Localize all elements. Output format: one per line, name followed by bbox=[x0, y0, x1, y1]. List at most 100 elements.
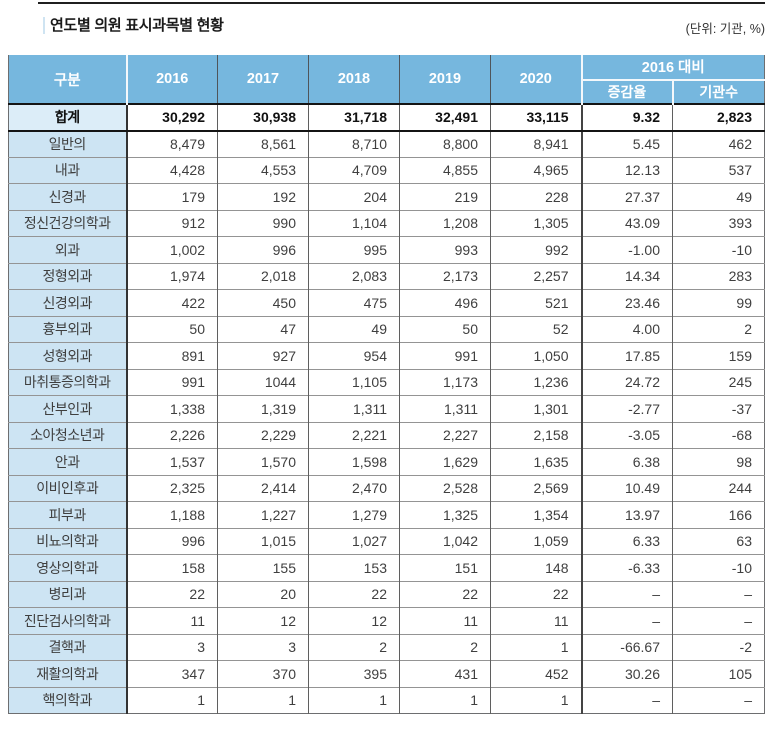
cell-value: 5.45 bbox=[580, 130, 673, 157]
cell-value: 1,354 bbox=[490, 501, 582, 528]
cell-value: 1 bbox=[217, 686, 309, 714]
cell-value: 27.37 bbox=[580, 183, 673, 210]
cell-value: 4,553 bbox=[217, 156, 309, 184]
specialty-by-year-table: 구분 2016 2017 2018 2019 2020 2016 대비 증감율 … bbox=[8, 55, 765, 714]
cell-value: 1,570 bbox=[217, 448, 309, 475]
row-label: 성형외과 bbox=[8, 342, 127, 369]
table-row: 내과 4,428 4,553 4,709 4,855 4,965 12.13 537 bbox=[8, 156, 765, 184]
cell-value: 63 bbox=[672, 527, 765, 555]
cell-value: 50 bbox=[125, 315, 218, 343]
cell-value: 1,319 bbox=[217, 395, 309, 422]
cell-value: 537 bbox=[672, 156, 765, 184]
top-rule-divider bbox=[38, 2, 765, 4]
cell-value: 347 bbox=[125, 660, 218, 687]
cell-value: 1,042 bbox=[399, 527, 491, 555]
row-label: 흉부외과 bbox=[8, 315, 127, 343]
cell-value: 1,305 bbox=[490, 209, 582, 237]
cell-value: 6.33 bbox=[580, 527, 673, 555]
cell-value: 2,173 bbox=[399, 262, 491, 290]
cell-value: 30,292 bbox=[125, 103, 218, 132]
cell-value: 155 bbox=[217, 554, 309, 581]
row-label: 정신건강의학과 bbox=[8, 209, 127, 237]
table-row: 일반의 8,479 8,561 8,710 8,800 8,941 5.45 462 bbox=[8, 130, 765, 157]
cell-value: 496 bbox=[399, 289, 491, 316]
cell-value: 192 bbox=[217, 183, 309, 210]
cell-value: 4.00 bbox=[580, 315, 673, 343]
cell-value: 158 bbox=[125, 554, 218, 581]
cell-value: – bbox=[580, 686, 673, 714]
cell-value: 2,470 bbox=[308, 474, 400, 502]
cell-value: – bbox=[580, 580, 673, 608]
column-header-2016: 2016 bbox=[125, 55, 218, 104]
cell-value: – bbox=[672, 607, 765, 634]
cell-value: 11 bbox=[399, 607, 491, 634]
cell-value: 912 bbox=[125, 209, 218, 237]
cell-value: 1,227 bbox=[217, 501, 309, 528]
cell-value: 462 bbox=[672, 130, 765, 157]
cell-value: 8,479 bbox=[125, 130, 218, 157]
table-row: 핵의학과 1 1 1 1 1– – bbox=[8, 686, 765, 714]
row-label: 영상의학과 bbox=[8, 554, 127, 581]
column-header-2017: 2017 bbox=[217, 55, 309, 104]
cell-value: -2 bbox=[672, 633, 765, 661]
cell-value: 50 bbox=[399, 315, 491, 343]
table-body: 합계 30,292 30,938 31,718 32,491 33,115 9.32 2,82… bbox=[8, 103, 765, 714]
cell-value: 10.49 bbox=[580, 474, 673, 502]
cell-value: 996 bbox=[217, 236, 309, 263]
row-label: 재활의학과 bbox=[8, 660, 127, 687]
table-row: 결핵과 3 3 2 2 1 -66.67 -2 bbox=[8, 633, 765, 661]
cell-value: 1,027 bbox=[308, 527, 400, 555]
cell-value: 12 bbox=[308, 607, 400, 634]
cell-value: 422 bbox=[125, 289, 218, 316]
cell-value: 927 bbox=[217, 342, 309, 369]
cell-value: 32,491 bbox=[399, 103, 491, 132]
table-row: 진단검사의학과 11 12 12 11 11– – bbox=[8, 607, 765, 634]
cell-value: 52 bbox=[490, 315, 582, 343]
cell-value: -10 bbox=[672, 554, 765, 581]
cell-value: 20 bbox=[217, 580, 309, 608]
cell-value: 1,974 bbox=[125, 262, 218, 290]
cell-value: 151 bbox=[399, 554, 491, 581]
cell-value: 148 bbox=[490, 554, 582, 581]
cell-value: 1,629 bbox=[399, 448, 491, 475]
cell-value: 47 bbox=[217, 315, 309, 343]
row-label: 소아청소년과 bbox=[8, 421, 127, 449]
cell-value: 1 bbox=[490, 686, 582, 714]
table-row: 성형외과 891 927 954 991 1,050 17.85 159 bbox=[8, 342, 765, 369]
cell-value: 30,938 bbox=[217, 103, 309, 132]
cell-value: 2,158 bbox=[490, 421, 582, 449]
table-row: 재활의학과 347 370 395 431 452 30.26 105 bbox=[8, 660, 765, 687]
cell-value: 993 bbox=[399, 236, 491, 263]
cell-value: 11 bbox=[490, 607, 582, 634]
cell-value: 245 bbox=[672, 368, 765, 396]
cell-value: 2 bbox=[672, 315, 765, 343]
cell-value: 99 bbox=[672, 289, 765, 316]
cell-value: 49 bbox=[672, 183, 765, 210]
cell-value: 4,428 bbox=[125, 156, 218, 184]
cell-value: 219 bbox=[399, 183, 491, 210]
cell-value: 370 bbox=[217, 660, 309, 687]
cell-value: 4,965 bbox=[490, 156, 582, 184]
cell-value: 475 bbox=[308, 289, 400, 316]
cell-value: -10 bbox=[672, 236, 765, 263]
cell-value: 431 bbox=[399, 660, 491, 687]
cell-value: 1,015 bbox=[217, 527, 309, 555]
column-header-institution-count: 기관수 bbox=[671, 79, 765, 104]
cell-value: 14.34 bbox=[580, 262, 673, 290]
cell-value: 8,941 bbox=[490, 130, 582, 157]
cell-value: -66.67 bbox=[580, 633, 673, 661]
cell-value: 9.32 bbox=[580, 103, 673, 132]
cell-value: 13.97 bbox=[580, 501, 673, 528]
row-label: 진단검사의학과 bbox=[8, 607, 127, 634]
cell-value: 1,279 bbox=[308, 501, 400, 528]
cell-value: – bbox=[580, 607, 673, 634]
row-label: 이비인후과 bbox=[8, 474, 127, 502]
cell-value: – bbox=[672, 686, 765, 714]
cell-value: 179 bbox=[125, 183, 218, 210]
cell-value: 1,050 bbox=[490, 342, 582, 369]
table-row: 정형외과 1,974 2,018 2,083 2,173 2,257 14.34 283 bbox=[8, 262, 765, 290]
cell-value: 1044 bbox=[217, 368, 309, 396]
cell-value: 3 bbox=[217, 633, 309, 661]
cell-value: 11 bbox=[125, 607, 218, 634]
cell-value: 22 bbox=[125, 580, 218, 608]
